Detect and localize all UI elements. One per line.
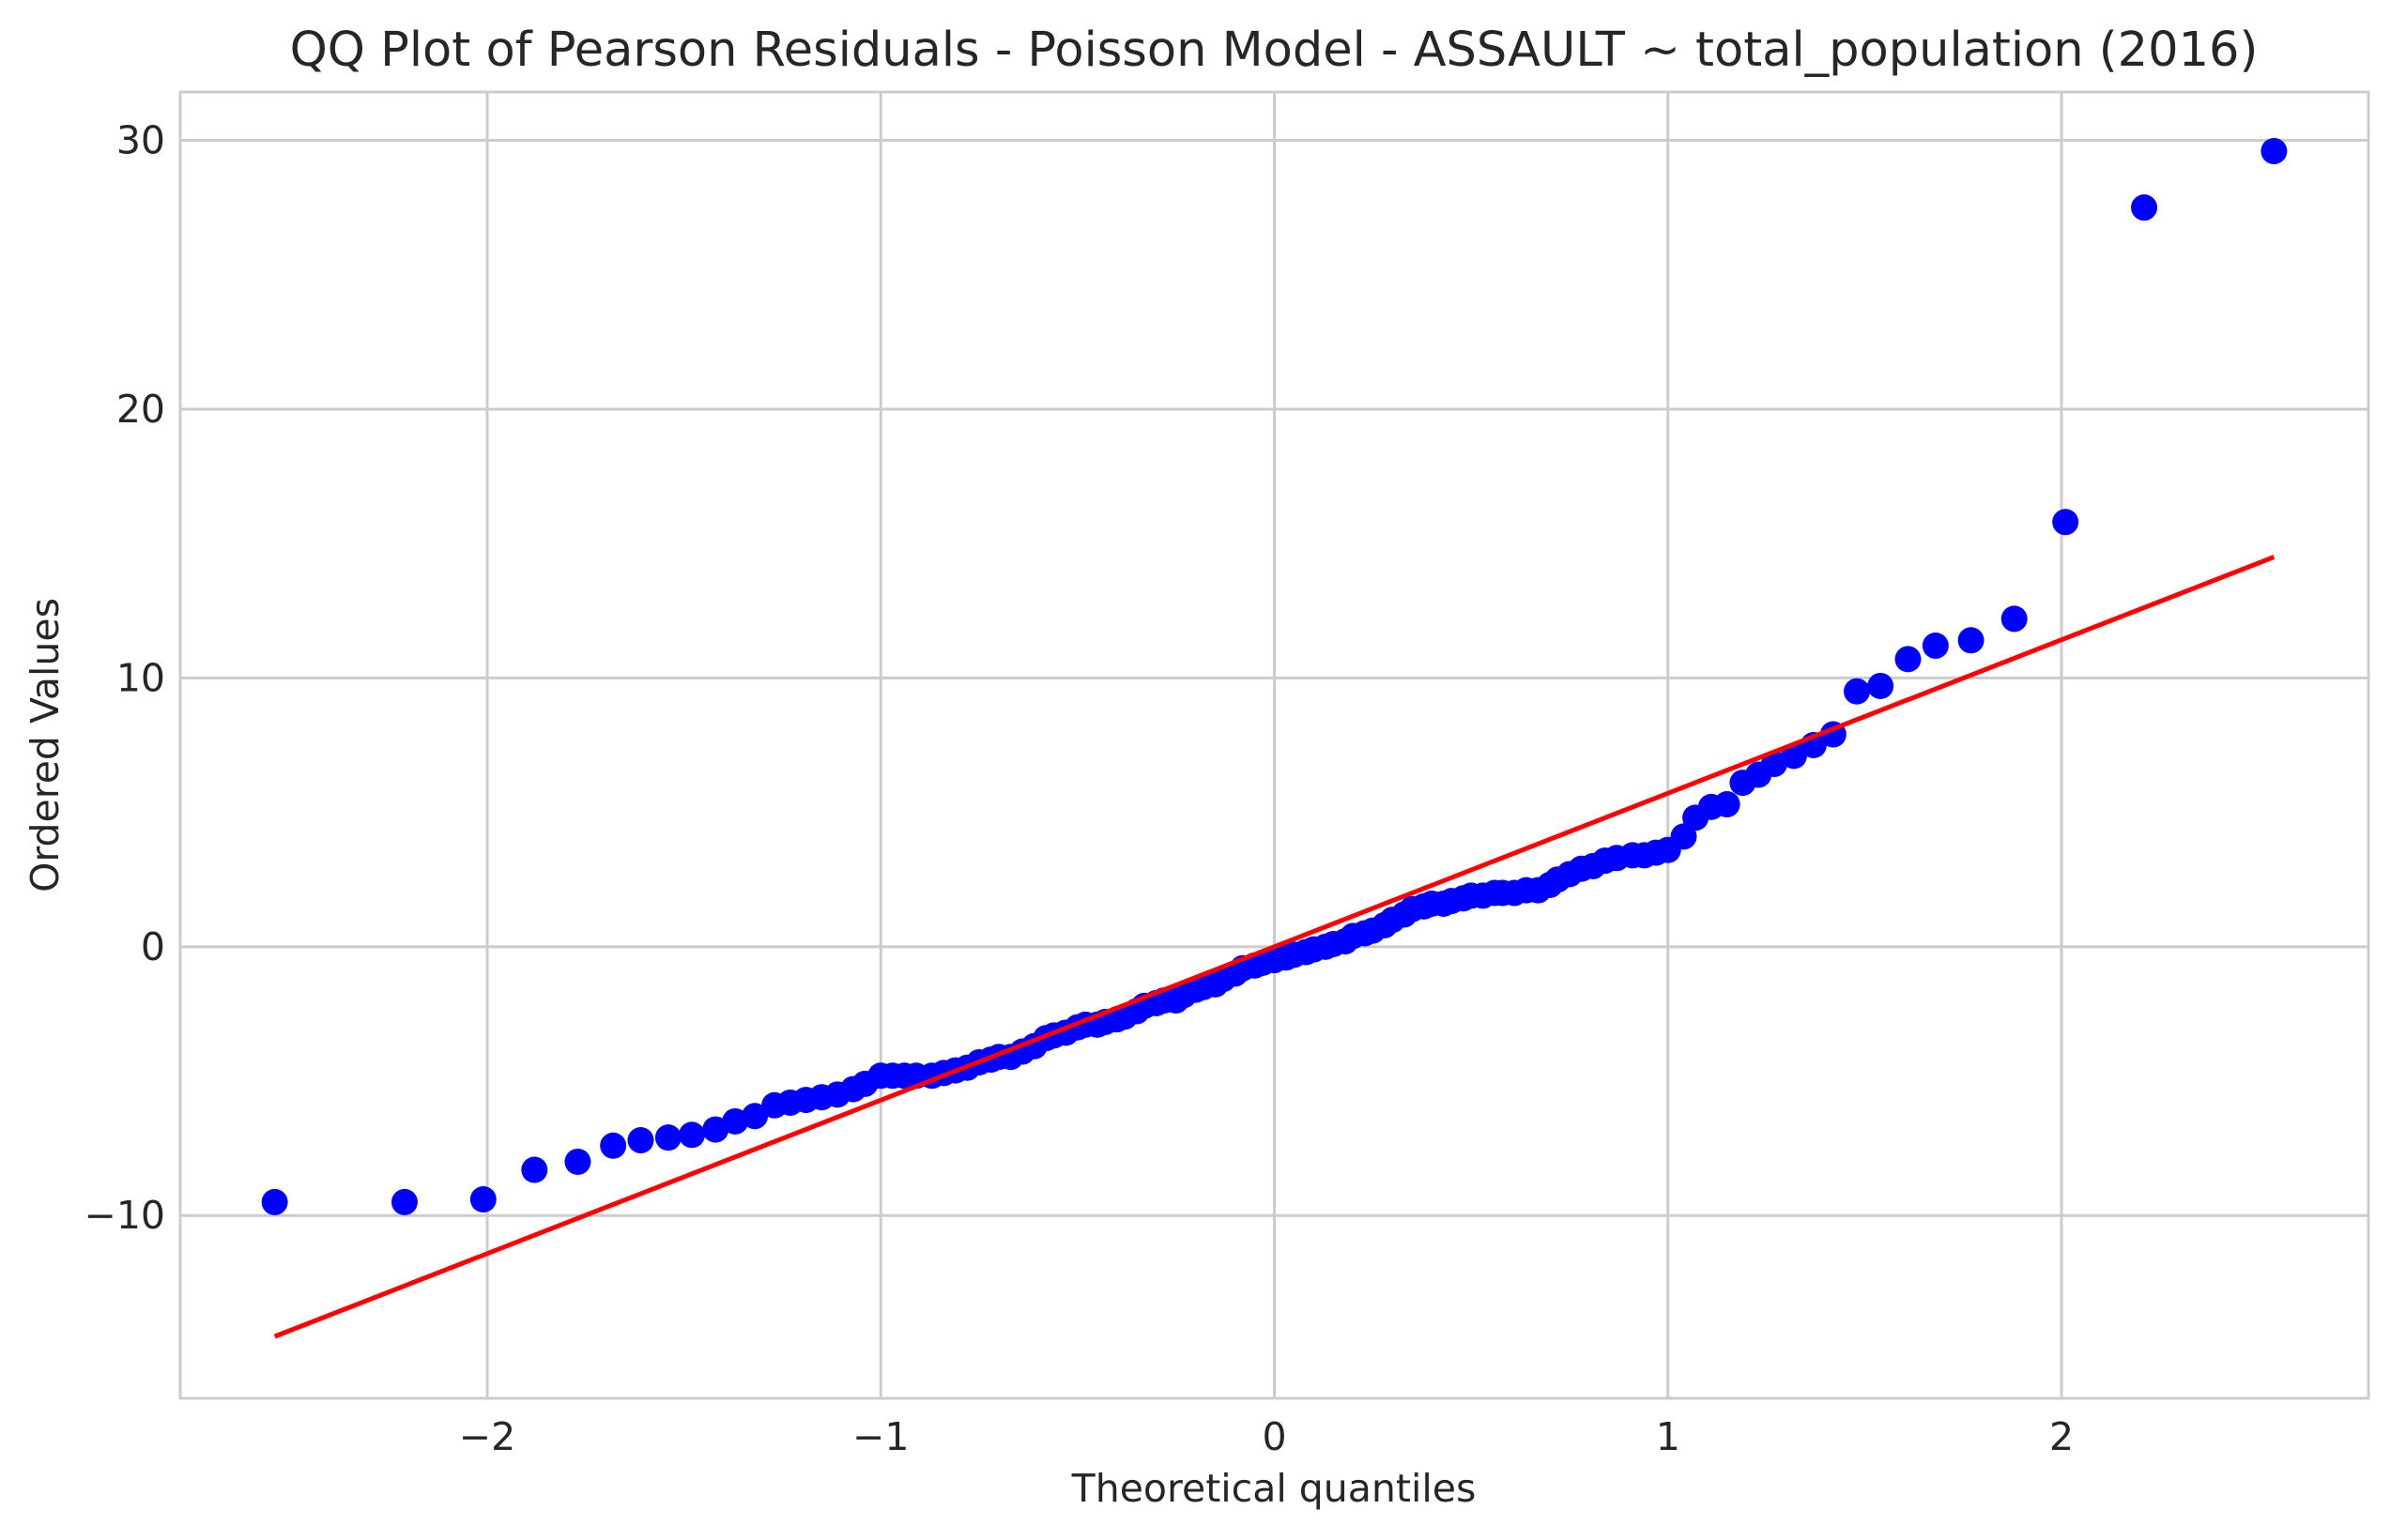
data-points <box>261 138 2288 1215</box>
y-tick-label: 10 <box>116 655 165 700</box>
chart-title: QQ Plot of Pearson Residuals - Poisson M… <box>290 23 2259 78</box>
data-point <box>564 1148 591 1175</box>
data-point <box>261 1188 288 1215</box>
data-point <box>1760 751 1787 778</box>
x-tick-label: 0 <box>1262 1414 1286 1459</box>
data-point <box>2052 509 2079 536</box>
data-point <box>1670 823 1697 850</box>
data-point <box>1922 633 1949 660</box>
data-point <box>1957 627 1985 654</box>
x-axis-label: Theoretical quantiles <box>1071 1466 1477 1511</box>
data-point <box>1780 742 1807 770</box>
plot-area-frame <box>178 90 2370 1400</box>
x-tick-label: 2 <box>2049 1414 2074 1459</box>
data-point <box>2261 138 2288 165</box>
data-point <box>521 1156 548 1183</box>
y-tick-label: 0 <box>141 924 165 969</box>
x-tick-label: −2 <box>459 1414 515 1459</box>
data-point <box>1867 672 1894 699</box>
data-point <box>469 1186 497 1213</box>
x-tick-label: 1 <box>1656 1414 1680 1459</box>
data-point <box>600 1132 627 1159</box>
data-point <box>1894 646 1922 673</box>
data-point <box>1713 791 1740 818</box>
data-point <box>654 1124 682 1151</box>
y-tick-label: 20 <box>116 387 165 432</box>
grid-lines <box>180 92 2368 1398</box>
data-point <box>627 1127 654 1154</box>
data-point <box>1843 678 1870 705</box>
y-tick-label: −10 <box>84 1193 165 1238</box>
y-axis-label: Ordered Values <box>23 598 68 892</box>
data-point <box>702 1116 729 1143</box>
data-point <box>742 1103 769 1130</box>
y-tick-label: 30 <box>116 118 165 163</box>
fit-line <box>273 555 2276 1339</box>
data-point <box>2131 194 2158 221</box>
data-point <box>2000 605 2028 633</box>
x-tick-label: −1 <box>852 1414 909 1459</box>
data-point <box>722 1107 749 1135</box>
data-point <box>391 1188 418 1215</box>
data-point <box>679 1121 706 1149</box>
fit-line-layer <box>273 555 2276 1339</box>
